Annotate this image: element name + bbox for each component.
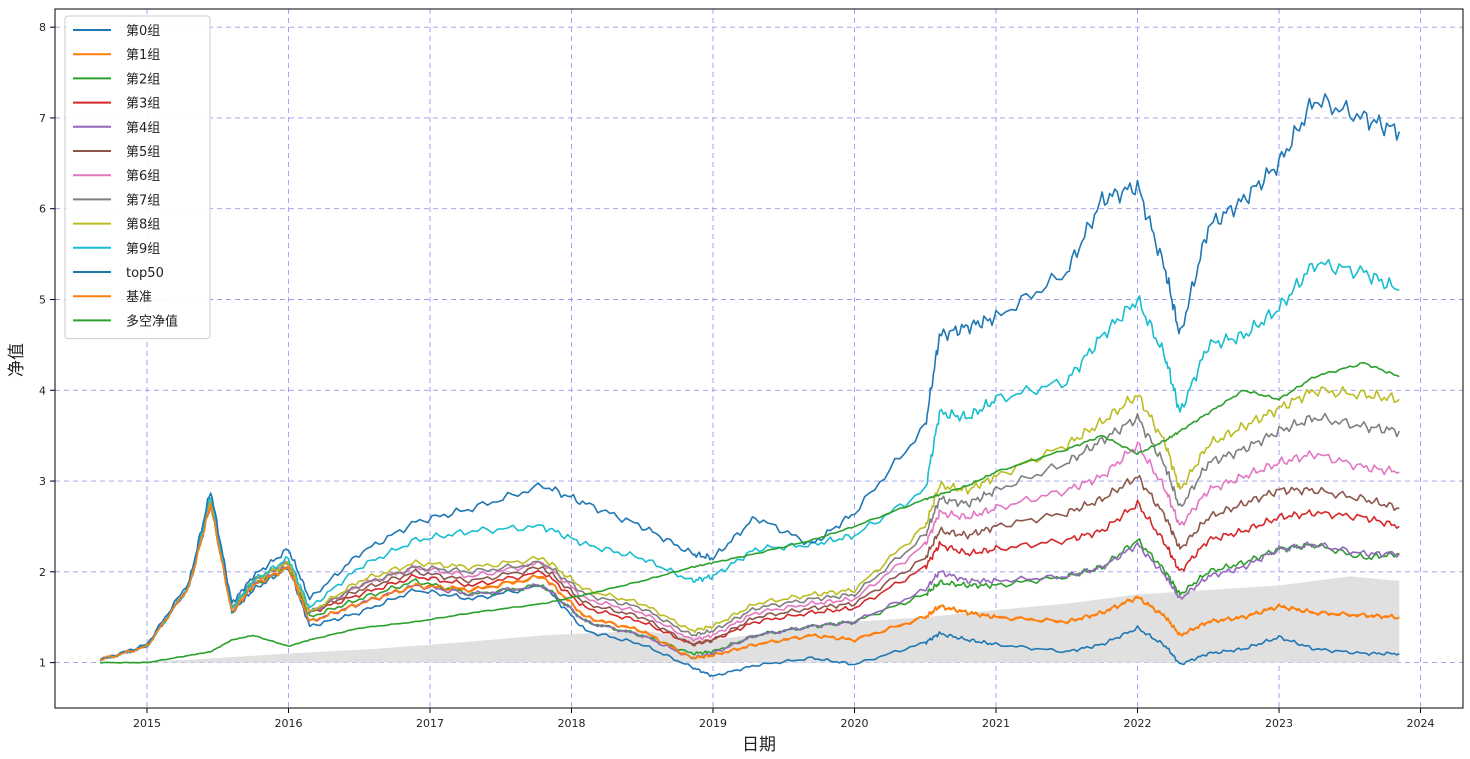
legend-label: 第1组 xyxy=(126,48,160,63)
y-tick-label: 8 xyxy=(39,21,46,34)
series-line xyxy=(100,361,1400,664)
x-axis-ticks: 2015 2016 2017 2018 2019 2020 2021 2022 2023 2024 xyxy=(133,708,1435,730)
legend-label: 第9组 xyxy=(126,242,160,257)
x-tick-label: 2022 xyxy=(1124,717,1152,730)
y-tick-label: 2 xyxy=(39,566,46,579)
series-line xyxy=(100,502,1400,661)
x-axis-title: 日期 xyxy=(742,735,776,755)
legend-label: 第0组 xyxy=(126,24,160,39)
x-tick-label: 2024 xyxy=(1407,717,1435,730)
legend-label: 第5组 xyxy=(126,145,160,160)
x-tick-label: 2020 xyxy=(841,717,869,730)
legend-label: 第6组 xyxy=(126,169,160,184)
y-tick-label: 5 xyxy=(39,293,46,306)
legend-label: 第7组 xyxy=(126,193,160,208)
series-line xyxy=(100,385,1400,661)
y-tick-label: 4 xyxy=(39,384,46,397)
x-tick-label: 2021 xyxy=(982,717,1010,730)
series-line xyxy=(99,93,1401,662)
x-tick-label: 2019 xyxy=(699,717,727,730)
series-lines xyxy=(99,93,1401,678)
series-line xyxy=(99,412,1401,661)
y-tick-label: 3 xyxy=(39,475,46,488)
x-tick-label: 2016 xyxy=(274,717,302,730)
x-tick-label: 2023 xyxy=(1265,717,1293,730)
legend-label: top50 xyxy=(126,266,164,281)
y-tick-label: 7 xyxy=(39,112,46,125)
legend-label: 多空净值 xyxy=(126,313,178,329)
x-tick-label: 2018 xyxy=(558,717,586,730)
excess-area-fill xyxy=(100,576,1400,663)
x-tick-label: 2015 xyxy=(133,717,161,730)
y-axis-ticks: 1 2 3 4 5 6 7 8 xyxy=(39,21,55,670)
excess-area xyxy=(100,576,1400,663)
plot-frame xyxy=(54,8,1464,709)
legend-label: 第3组 xyxy=(126,97,160,112)
legend-label: 基准 xyxy=(126,290,152,305)
series-line xyxy=(99,258,1400,662)
y-tick-label: 1 xyxy=(39,657,46,670)
y-axis-title: 净值 xyxy=(7,343,27,377)
x-tick-label: 2017 xyxy=(416,717,444,730)
legend-label: 第2组 xyxy=(126,72,160,87)
legend-label: 第4组 xyxy=(126,121,160,136)
y-tick-label: 6 xyxy=(39,203,46,216)
legend-box xyxy=(64,15,211,340)
legend-label: 第8组 xyxy=(126,218,160,233)
